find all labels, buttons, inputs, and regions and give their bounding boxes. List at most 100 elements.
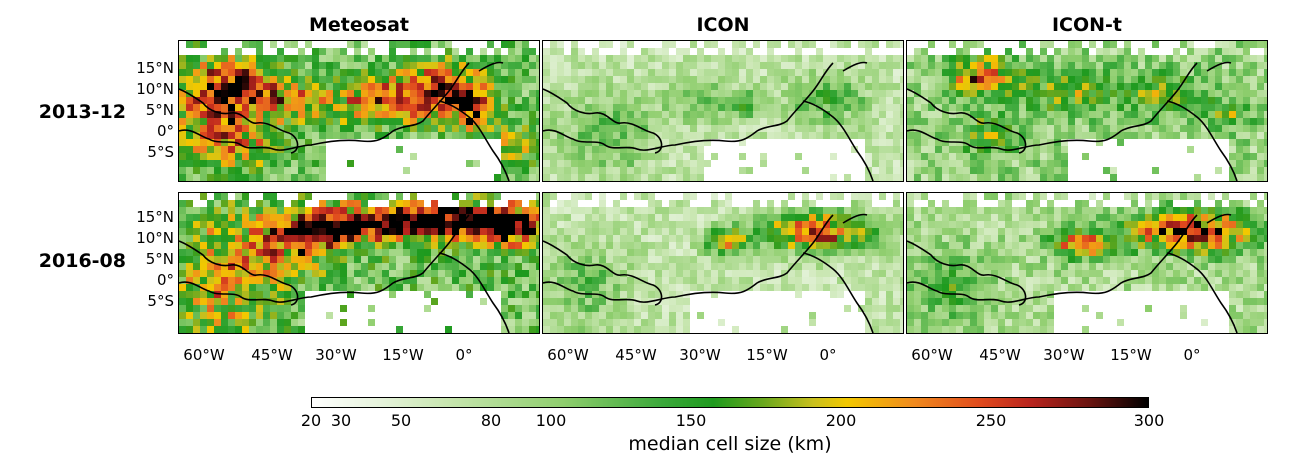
heatmap-cell xyxy=(1173,270,1180,277)
heatmap-cell xyxy=(627,104,634,111)
heatmap-cell xyxy=(452,69,459,76)
heatmap-cell xyxy=(319,235,326,242)
heatmap-cell xyxy=(228,125,235,132)
heatmap-cell xyxy=(1033,97,1040,104)
heatmap-cell xyxy=(403,41,410,48)
heatmap-cell xyxy=(697,125,704,132)
heatmap-cell xyxy=(333,242,340,249)
heatmap-cell xyxy=(1229,242,1236,249)
heatmap-cell xyxy=(1012,242,1019,249)
heatmap-cell xyxy=(851,228,858,235)
heatmap-cell xyxy=(438,69,445,76)
heatmap-cell xyxy=(263,132,270,139)
heatmap-cell xyxy=(396,111,403,118)
heatmap-cell xyxy=(417,132,424,139)
heatmap-cell xyxy=(1201,104,1208,111)
heatmap-cell xyxy=(592,214,599,221)
heatmap-cell xyxy=(235,256,242,263)
heatmap-cell xyxy=(1173,263,1180,270)
heatmap-cell xyxy=(991,249,998,256)
heatmap-cell xyxy=(508,48,515,55)
heatmap-cell xyxy=(1173,69,1180,76)
heatmap-cell xyxy=(893,305,900,312)
heatmap-cell xyxy=(200,291,207,298)
heatmap-cell xyxy=(1159,118,1166,125)
heatmap-cell xyxy=(823,235,830,242)
heatmap-cell xyxy=(627,55,634,62)
heatmap-cell xyxy=(942,146,949,153)
heatmap-cell xyxy=(571,256,578,263)
heatmap-cell xyxy=(725,221,732,228)
heatmap-cell xyxy=(522,270,529,277)
heatmap-cell xyxy=(221,55,228,62)
heatmap-cell xyxy=(1124,83,1131,90)
heatmap-cell xyxy=(697,270,704,277)
heatmap-cell xyxy=(1089,284,1096,291)
heatmap-cell xyxy=(886,41,893,48)
heatmap-cell xyxy=(865,298,872,305)
heatmap-cell xyxy=(270,214,277,221)
heatmap-cell xyxy=(1033,249,1040,256)
heatmap-cell xyxy=(1096,277,1103,284)
heatmap-cell xyxy=(284,174,291,181)
heatmap-cell xyxy=(725,193,732,200)
heatmap-cell xyxy=(739,90,746,97)
heatmap-cell xyxy=(179,174,186,181)
heatmap-cell xyxy=(438,270,445,277)
heatmap-cell xyxy=(1040,104,1047,111)
heatmap-cell xyxy=(424,76,431,83)
heatmap-cell xyxy=(1194,249,1201,256)
heatmap-cell xyxy=(347,270,354,277)
heatmap-cell xyxy=(662,97,669,104)
heatmap-cell xyxy=(207,263,214,270)
heatmap-cell xyxy=(1005,55,1012,62)
heatmap-cell xyxy=(865,104,872,111)
heatmap-cell xyxy=(200,249,207,256)
heatmap-cell xyxy=(1110,214,1117,221)
heatmap-cell xyxy=(606,132,613,139)
heatmap-cell xyxy=(277,207,284,214)
heatmap-cell xyxy=(879,83,886,90)
heatmap-cell xyxy=(844,221,851,228)
heatmap-cell xyxy=(704,228,711,235)
heatmap-cell xyxy=(501,76,508,83)
heatmap-cell xyxy=(823,55,830,62)
heatmap-cell xyxy=(1243,284,1250,291)
heatmap-cell xyxy=(305,207,312,214)
heatmap-cell xyxy=(858,277,865,284)
heatmap-cell xyxy=(1054,76,1061,83)
heatmap-cell xyxy=(340,221,347,228)
heatmap-cell xyxy=(690,132,697,139)
heatmap-cell xyxy=(515,111,522,118)
heatmap-cell xyxy=(249,207,256,214)
heatmap-cell xyxy=(529,326,536,333)
heatmap-cell xyxy=(914,55,921,62)
heatmap-cell xyxy=(991,90,998,97)
heatmap-cell xyxy=(1194,174,1201,181)
heatmap-cell xyxy=(1215,270,1222,277)
heatmap-cell xyxy=(788,90,795,97)
heatmap-cell xyxy=(620,55,627,62)
heatmap-cell xyxy=(949,167,956,174)
heatmap-cell xyxy=(1019,270,1026,277)
heatmap-cell xyxy=(522,235,529,242)
heatmap-cell xyxy=(592,146,599,153)
heatmap-cell xyxy=(963,41,970,48)
heatmap-cell xyxy=(550,160,557,167)
heatmap-cell xyxy=(1236,153,1243,160)
heatmap-cell xyxy=(956,62,963,69)
heatmap-cell xyxy=(774,118,781,125)
heatmap-cell xyxy=(991,153,998,160)
heatmap-cell xyxy=(228,104,235,111)
heatmap-cell xyxy=(193,214,200,221)
heatmap-cell xyxy=(921,160,928,167)
heatmap-cell xyxy=(893,104,900,111)
heatmap-cell xyxy=(270,62,277,69)
heatmap-cell xyxy=(487,104,494,111)
heatmap-cell xyxy=(242,263,249,270)
heatmap-cell xyxy=(326,200,333,207)
row-label-2013-12: 2013-12 xyxy=(38,101,126,123)
heatmap-cell xyxy=(1054,125,1061,132)
heatmap-cell xyxy=(557,118,564,125)
heatmap-cell xyxy=(326,277,333,284)
